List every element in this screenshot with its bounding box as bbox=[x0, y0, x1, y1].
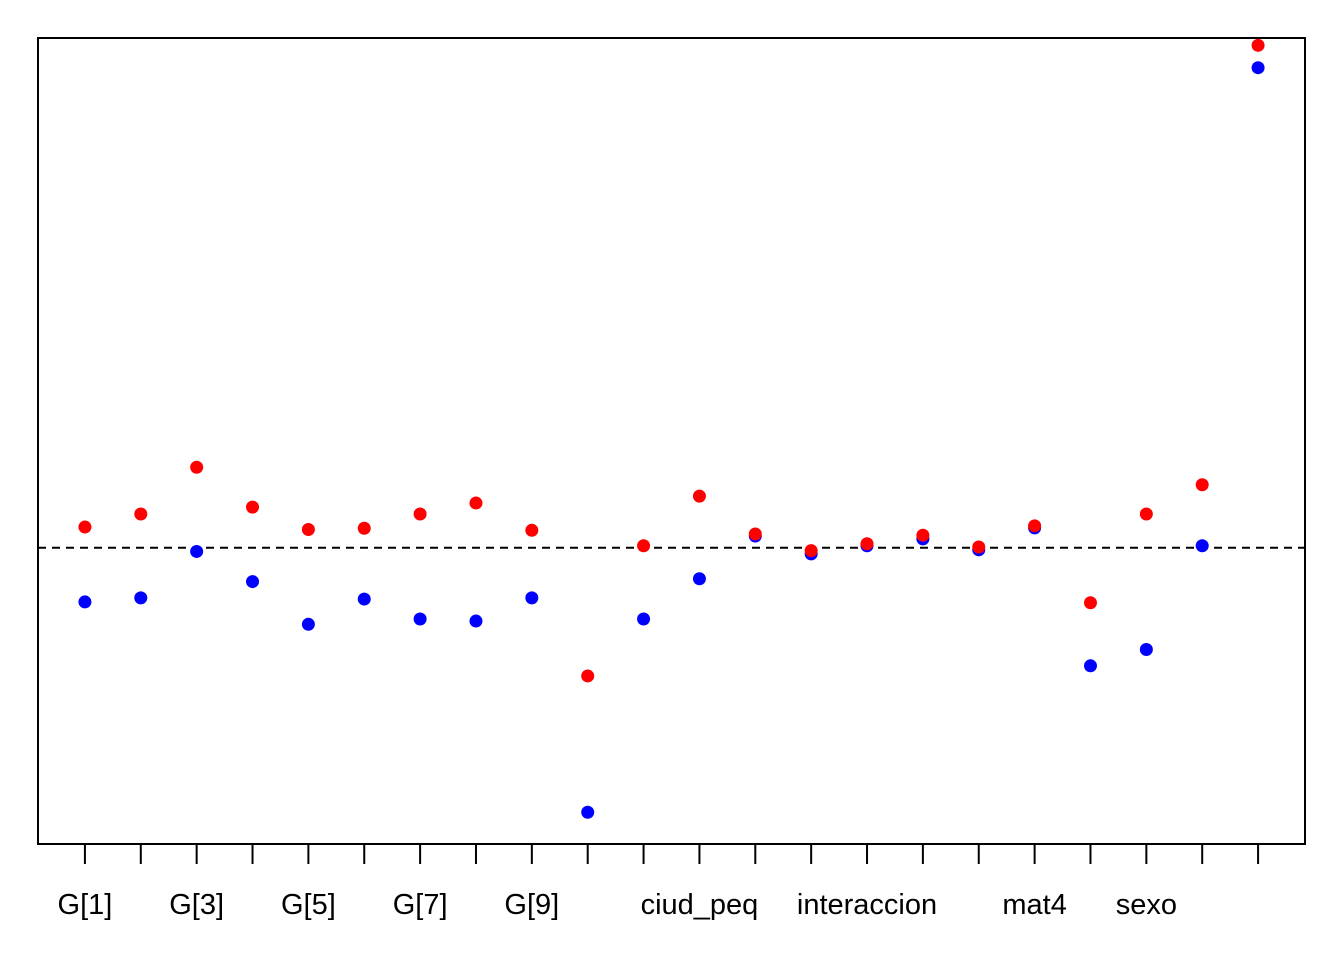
point-series-1-10 bbox=[581, 805, 595, 819]
x-tick-label-1: G[1] bbox=[58, 889, 113, 921]
point-series-1-1 bbox=[78, 595, 92, 609]
point-series-2-12 bbox=[692, 489, 706, 503]
point-series-2-2 bbox=[134, 507, 148, 521]
x-tick-label-8: mat4 bbox=[1002, 889, 1066, 921]
point-series-1-19 bbox=[1083, 659, 1097, 673]
x-tick-label-9: sexo bbox=[1116, 889, 1177, 921]
point-series-2-5 bbox=[301, 522, 315, 536]
point-series-2-22 bbox=[1251, 38, 1265, 52]
point-series-1-9 bbox=[525, 591, 539, 605]
point-series-2-3 bbox=[190, 460, 204, 474]
point-series-1-3 bbox=[190, 544, 204, 558]
point-series-1-7 bbox=[413, 612, 427, 626]
plot-frame bbox=[37, 37, 1306, 845]
point-series-2-1 bbox=[78, 520, 92, 534]
point-series-1-12 bbox=[692, 572, 706, 586]
x-tick-label-3: G[5] bbox=[281, 889, 336, 921]
point-series-2-7 bbox=[413, 507, 427, 521]
point-series-2-19 bbox=[1083, 596, 1097, 610]
point-series-1-4 bbox=[246, 575, 260, 589]
x-tick-label-4: G[7] bbox=[393, 889, 448, 921]
point-series-1-2 bbox=[134, 591, 148, 605]
point-series-1-22 bbox=[1251, 61, 1265, 75]
point-series-2-4 bbox=[246, 500, 260, 514]
point-series-1-8 bbox=[469, 614, 483, 628]
x-tick-label-5: G[9] bbox=[504, 889, 559, 921]
point-series-2-6 bbox=[357, 521, 371, 535]
point-series-2-16 bbox=[916, 528, 930, 542]
x-tick-label-6: ciud_peq bbox=[641, 889, 759, 921]
x-axis-ticks bbox=[83, 844, 1260, 864]
data-points bbox=[78, 38, 1265, 819]
point-series-2-9 bbox=[525, 523, 539, 537]
point-series-2-18 bbox=[1028, 519, 1042, 533]
point-series-1-5 bbox=[301, 617, 315, 631]
point-series-2-8 bbox=[469, 496, 483, 510]
point-series-2-14 bbox=[804, 544, 818, 558]
point-series-1-21 bbox=[1195, 539, 1209, 553]
point-series-1-20 bbox=[1139, 643, 1153, 657]
point-series-2-10 bbox=[581, 669, 595, 683]
x-tick-label-2: G[3] bbox=[169, 889, 224, 921]
x-axis-tick-labels: G[1] G[3] G[5] G[7] G[9] ciud_peq interaccion m… bbox=[58, 889, 1177, 921]
point-series-2-11 bbox=[637, 539, 651, 553]
point-series-2-20 bbox=[1139, 507, 1153, 521]
x-tick-label-7: interaccion bbox=[797, 889, 937, 921]
point-series-1-11 bbox=[637, 612, 651, 626]
point-series-2-21 bbox=[1195, 478, 1209, 492]
point-series-1-6 bbox=[357, 592, 371, 606]
point-series-2-13 bbox=[748, 527, 762, 541]
point-series-2-17 bbox=[972, 540, 986, 554]
point-series-2-15 bbox=[860, 537, 874, 551]
